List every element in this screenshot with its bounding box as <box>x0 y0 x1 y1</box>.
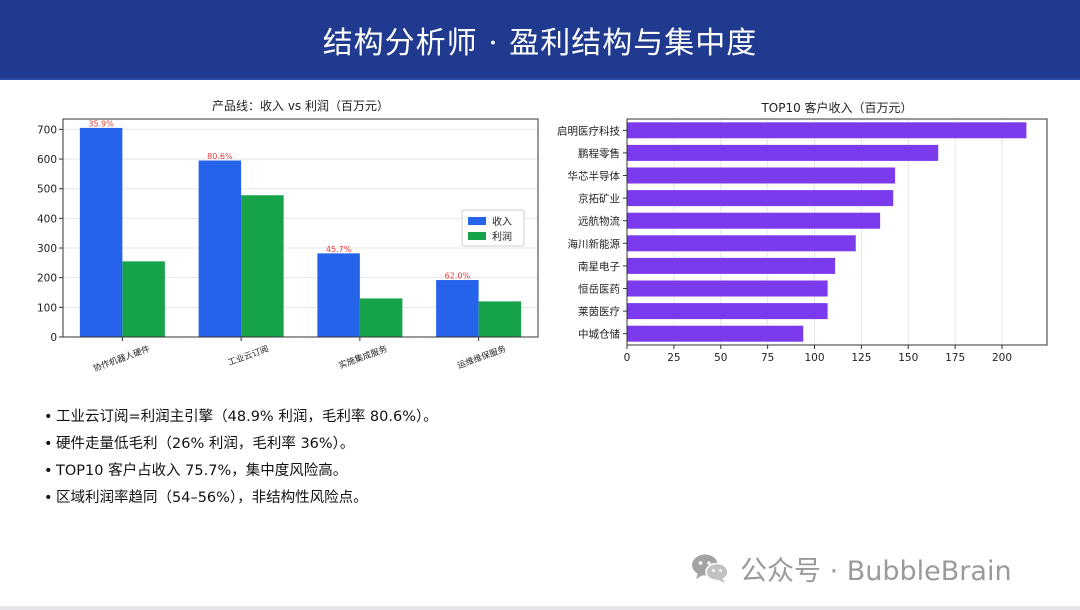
customer-bar <box>627 144 939 161</box>
customer-bar <box>627 167 896 184</box>
margin-annotation: 45.7% <box>326 245 352 254</box>
y-tick-label: 500 <box>37 184 57 196</box>
legend-label: 利润 <box>492 230 512 243</box>
margin-annotation: 80.6% <box>207 152 233 161</box>
chart-title: TOP10 客户收入（百万元） <box>760 100 912 115</box>
customer-label: 恒岳医药 <box>578 283 620 296</box>
x-tick-label: 100 <box>804 352 824 364</box>
insight-text: 硬件走量低毛利（26% 利润，毛利率 36%）。 <box>56 436 355 452</box>
x-tick-label: 实施集成服务 <box>337 343 389 371</box>
y-tick-label: 200 <box>37 273 57 285</box>
bar-profit <box>359 298 403 337</box>
customer-bar <box>627 190 894 207</box>
customer-label: 远航物流 <box>578 215 620 228</box>
customer-label: 京拓矿业 <box>578 192 620 205</box>
bar-revenue <box>436 280 479 337</box>
watermark-text: 公众号 · BubbleBrain <box>740 555 1012 587</box>
y-tick-label: 100 <box>37 302 57 314</box>
y-tick-label: 300 <box>37 243 57 255</box>
wechat-icon <box>692 554 729 583</box>
bar-profit <box>122 261 165 337</box>
customer-label: 启明医疗科技 <box>557 124 620 137</box>
x-tick-label: 协作机器人硬件 <box>92 343 152 374</box>
y-tick-label: 700 <box>37 124 57 136</box>
legend-swatch <box>468 232 486 240</box>
bar-profit <box>241 195 284 337</box>
customer-label: 华芯半导体 <box>568 170 621 183</box>
customer-label: 南星电子 <box>578 260 620 273</box>
x-tick-label: 25 <box>667 352 680 364</box>
customer-label: 海川新能源 <box>568 237 621 250</box>
watermark: 公众号 · BubbleBrain <box>690 548 1012 588</box>
x-tick-label: 175 <box>945 352 965 364</box>
margin-annotation: 62.0% <box>445 272 471 281</box>
insight-item: • 区域利润率趋同（54–56%），非结构性风险点。 <box>44 490 368 506</box>
bar-revenue <box>79 127 123 337</box>
x-tick-label: 运维维保服务 <box>456 343 508 371</box>
customer-bar <box>627 280 828 297</box>
x-tick-label: 工业云订阅 <box>226 343 270 368</box>
plot-frame <box>626 118 1048 346</box>
y-tick-label: 0 <box>50 332 57 344</box>
customer-bar <box>627 235 856 252</box>
x-tick-label: 50 <box>714 352 727 364</box>
y-tick-label: 400 <box>37 213 57 225</box>
plot-frame <box>62 118 539 338</box>
customer-label: 鹏程零售 <box>578 147 620 160</box>
insight-text: TOP10 客户占收入 75.7%，集中度风险高。 <box>56 463 348 479</box>
insight-text: 工业云订阅=利润主引擎（48.9% 利润，毛利率 80.6%）。 <box>56 409 438 425</box>
bar-revenue <box>317 253 360 337</box>
page-title: 结构分析师 · 盈利结构与集中度 <box>322 26 758 61</box>
header-bar: 结构分析师 · 盈利结构与集中度 <box>0 0 1080 80</box>
x-tick-label: 150 <box>898 352 918 364</box>
product-line-chart: 0 100 200 300 400 500 600 700 协作机器人硬件 工业云订阅 实施集成服务… <box>37 99 539 374</box>
insight-item: • 工业云订阅=利润主引擎（48.9% 利润，毛利率 80.6%）。 <box>44 409 438 425</box>
customer-label: 莱茵医疗 <box>578 305 620 318</box>
legend-label: 收入 <box>492 215 512 228</box>
customer-bar <box>627 212 881 229</box>
customer-label: 中城仓储 <box>578 328 620 341</box>
insight-text: 区域利润率趋同（54–56%），非结构性风险点。 <box>56 490 368 506</box>
customer-bar <box>627 257 836 274</box>
footer-divider <box>0 606 1080 610</box>
x-tick-label: 125 <box>851 352 871 364</box>
legend-swatch <box>468 217 486 225</box>
insight-item: • 硬件走量低毛利（26% 利润，毛利率 36%）。 <box>44 436 355 452</box>
x-tick-label: 200 <box>992 352 1012 364</box>
customer-bar <box>627 122 1027 139</box>
y-tick-label: 600 <box>37 154 57 166</box>
top10-customer-chart: 0 25 50 75 100 125 150 175 200 启明医疗科技鹏程零售华芯半导体京拓矿… <box>557 100 1048 364</box>
customer-bar <box>627 303 828 320</box>
x-tick-label: 0 <box>624 352 631 364</box>
bar-profit <box>478 301 522 337</box>
bar-revenue <box>198 160 242 337</box>
customer-bar <box>627 325 804 342</box>
x-tick-label: 75 <box>761 352 774 364</box>
margin-annotation: 35.9% <box>88 119 114 128</box>
insight-item: • TOP10 客户占收入 75.7%，集中度风险高。 <box>44 463 348 479</box>
insight-list: • 工业云订阅=利润主引擎（48.9% 利润，毛利率 80.6%）。 • 硬件走量低… <box>44 404 438 512</box>
chart-title: 产品线：收入 vs 利润（百万元） <box>212 99 389 113</box>
